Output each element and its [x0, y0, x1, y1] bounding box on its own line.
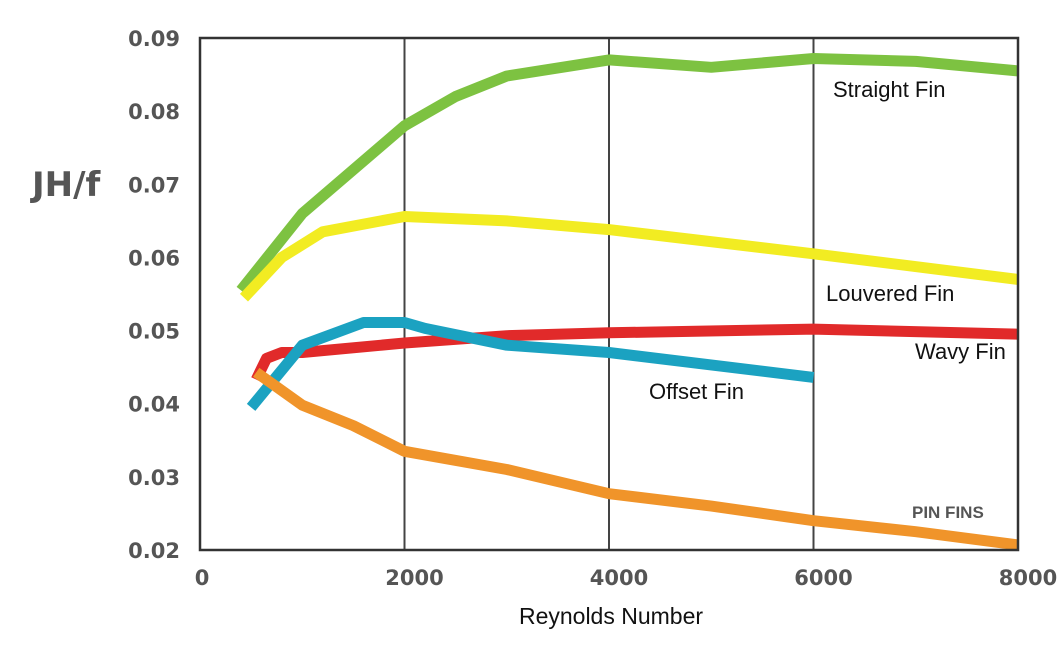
- y-axis-label: JH/f: [30, 165, 102, 205]
- series-label-louvered-fin: Louvered Fin: [826, 281, 954, 306]
- y-tick-label: 0.03: [128, 466, 180, 490]
- y-tick-label: 0.05: [128, 320, 180, 344]
- y-tick-label: 0.02: [128, 539, 180, 563]
- plot-border: [198, 36, 1020, 552]
- x-tick-label: 4000: [590, 566, 648, 590]
- x-tick-label: 8000: [999, 566, 1057, 590]
- x-tick-label: 0: [195, 566, 210, 590]
- x-tick-label: 6000: [794, 566, 852, 590]
- x-tick-label: 2000: [385, 566, 443, 590]
- series-line-wavy-fin: [251, 323, 1019, 383]
- series-label-straight-fin: Straight Fin: [833, 77, 946, 102]
- y-tick-labels: 0.02 0.03 0.04 0.05 0.06 0.07 0.08 0.09: [128, 27, 180, 563]
- y-tick-label: 0.08: [128, 100, 180, 124]
- series-label-offset-fin: Offset Fin: [649, 379, 744, 404]
- grid: [403, 38, 815, 550]
- series-line-louvered-fin: [239, 211, 1019, 302]
- series-line-offset-fin: [246, 317, 815, 411]
- series-label-pin-fins: PIN FINS: [912, 503, 984, 522]
- y-tick-label: 0.07: [128, 173, 180, 197]
- plot-frame: [198, 36, 1020, 552]
- series-labels: Straight Fin Louvered Fin Wavy Fin Offset F…: [649, 77, 1006, 522]
- y-tick-label: 0.09: [128, 27, 180, 51]
- series-line-straight-fin: [236, 53, 1019, 294]
- series-label-wavy-fin: Wavy Fin: [915, 339, 1006, 364]
- series-line-pin-fins: [253, 367, 1019, 551]
- series-lines: [236, 53, 1019, 551]
- x-axis-label: Reynolds Number: [519, 603, 703, 629]
- y-tick-label: 0.04: [128, 393, 180, 417]
- y-tick-label: 0.06: [128, 246, 180, 270]
- x-tick-labels: 0 2000 4000 6000 8000: [195, 566, 1057, 590]
